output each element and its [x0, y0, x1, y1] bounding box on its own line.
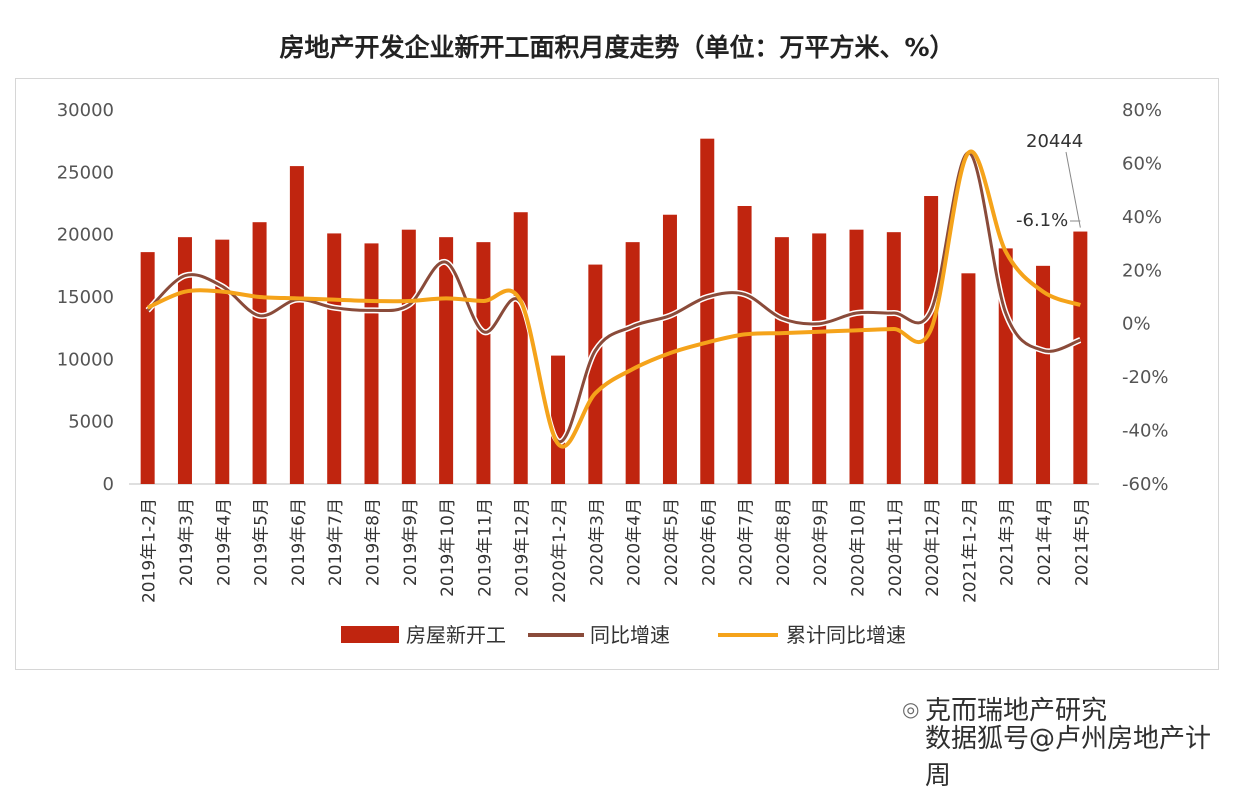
bar: [401, 229, 416, 484]
watermark-account: 数据狐号@卢州房地产计周: [925, 724, 1212, 791]
bar: [1036, 265, 1051, 484]
x-tick-label: 2020年6月: [699, 498, 719, 586]
y-right-tick-label: -60%: [1122, 474, 1169, 495]
legend-label: 累计同比增速: [786, 623, 906, 647]
x-tick-label: 2019年11月: [475, 498, 495, 597]
y-left-tick-label: 25000: [57, 162, 114, 183]
x-tick-label: 2019年12月: [513, 498, 533, 597]
y-right-tick-label: 40%: [1122, 207, 1162, 228]
bar: [812, 233, 827, 484]
x-tick-label: 2021年4月: [1035, 498, 1055, 586]
x-tick-label: 2019年10月: [438, 498, 458, 597]
y-right-tick-label: -20%: [1122, 367, 1169, 388]
x-tick-label: 2020年12月: [923, 498, 943, 597]
x-tick-label: 2021年5月: [1072, 498, 1092, 586]
x-tick-label: 2019年1-2月: [140, 498, 160, 603]
bar: [140, 252, 155, 484]
x-tick-label: 2019年4月: [214, 498, 234, 586]
watermark-source: 克而瑞地产研究: [925, 696, 1108, 726]
line-yoy: [146, 151, 1081, 443]
x-tick-label: 2019年3月: [177, 498, 197, 586]
bar: [215, 239, 230, 484]
bar: [177, 237, 192, 484]
x-tick-label: 2020年8月: [774, 498, 794, 586]
y-left-tick-label: 15000: [57, 287, 114, 308]
x-tick-label: 2020年9月: [811, 498, 831, 586]
x-tick-label: 2019年8月: [364, 498, 384, 586]
bar: [252, 222, 267, 484]
bar: [513, 212, 528, 484]
x-tick-label: 2020年4月: [625, 498, 645, 586]
bar: [476, 242, 491, 484]
x-tick-label: 2020年10月: [849, 498, 869, 597]
line-cumulative: [146, 149, 1082, 449]
y-left-tick-label: 0: [103, 474, 114, 495]
bar: [961, 273, 976, 484]
x-tick-label: 2020年11月: [886, 498, 906, 597]
x-tick-label: 2020年1-2月: [550, 498, 570, 603]
bar: [327, 233, 342, 484]
y-left-tick-label: 10000: [57, 349, 114, 370]
chart-frame: 30000 25000 20000 15000 10000 5000 0 80% 60% 40% 2…: [15, 78, 1219, 670]
y-left-tick-label: 5000: [68, 412, 114, 433]
bar: [289, 166, 304, 484]
y-right-tick-label: 80%: [1122, 100, 1162, 121]
y-left-tick-label: 30000: [57, 100, 114, 121]
x-tick-label: 2020年7月: [737, 498, 757, 586]
bar: [924, 196, 939, 484]
y-right-tick-label: 20%: [1122, 260, 1162, 281]
bar: [439, 237, 454, 484]
bar: [774, 237, 789, 484]
y-right-tick-label: -40%: [1122, 421, 1169, 442]
annotation-yoy-value: -6.1%: [1016, 210, 1068, 231]
wechat-icon: ◎: [902, 697, 920, 721]
x-tick-label: 2019年9月: [401, 498, 421, 586]
y-right-tick-label: 60%: [1122, 153, 1162, 174]
bar: [737, 205, 752, 484]
x-tick-label: 2020年3月: [587, 498, 607, 586]
chart-title: 房地产开发企业新开工面积月度走势（单位：万平方米、%）: [279, 33, 955, 62]
bar: [886, 232, 901, 484]
chart: 30000 25000 20000 15000 10000 5000 0 80% 60% 40% 2…: [57, 100, 1169, 647]
legend-label: 房屋新开工: [406, 623, 506, 647]
annotation-bar-value: 20444: [1026, 131, 1083, 152]
x-tick-label: 2020年5月: [662, 498, 682, 586]
x-tick-label: 2019年6月: [289, 498, 309, 586]
y-right-tick-label: 0%: [1122, 314, 1151, 335]
legend-swatch-bar: [341, 626, 399, 643]
bar: [625, 242, 640, 484]
annotation-leader: [1065, 151, 1081, 228]
x-tick-label: 2021年3月: [998, 498, 1018, 586]
bar: [700, 138, 715, 484]
legend-label: 同比增速: [590, 623, 670, 647]
bar: [588, 264, 603, 484]
bar: [364, 243, 379, 484]
bar: [551, 355, 566, 484]
y-left-tick-label: 20000: [57, 225, 114, 246]
bar: [1073, 231, 1088, 484]
x-tick-label: 2019年7月: [326, 498, 346, 586]
x-tick-label: 2019年5月: [252, 498, 272, 586]
bar: [662, 214, 677, 484]
x-tick-label: 2021年1-2月: [960, 498, 980, 603]
bar: [849, 229, 864, 484]
